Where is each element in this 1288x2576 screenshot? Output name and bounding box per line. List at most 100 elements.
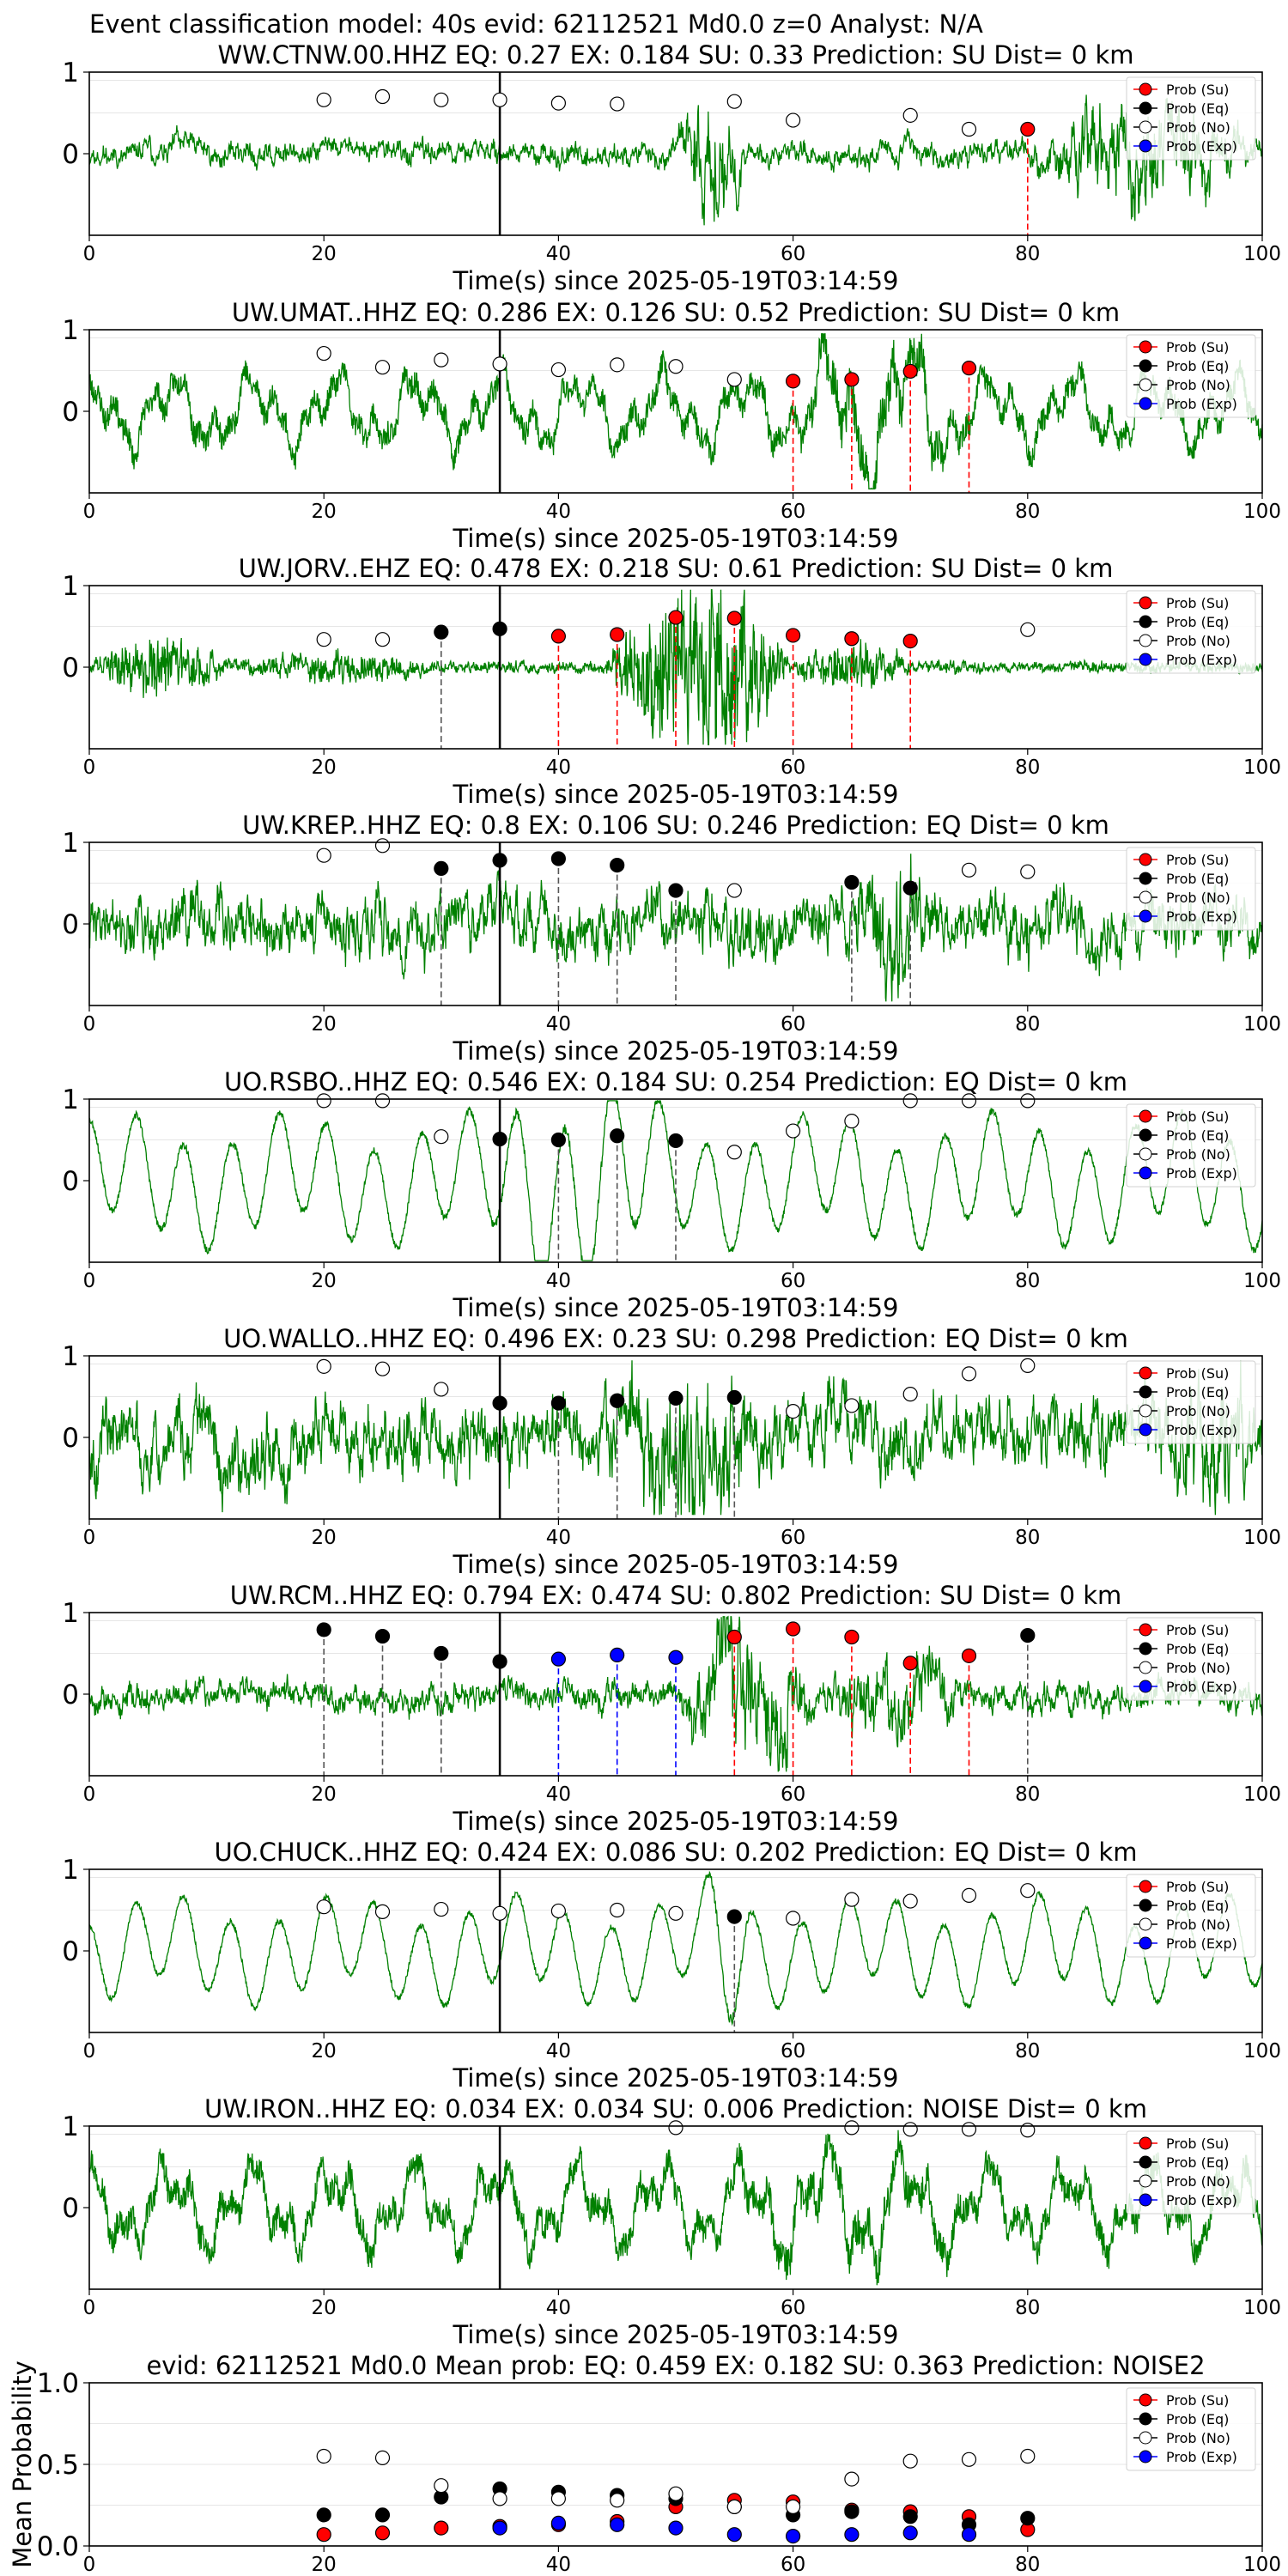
legend-label: Prob (No) (1166, 1660, 1230, 1676)
mean-prob-point-su (434, 2520, 449, 2536)
legend: Prob (Su) Prob (Eq) Prob (No) Prob (Exp) (1126, 334, 1256, 418)
x-tick-label: 60 (781, 1013, 805, 1036)
legend-label: Prob (Exp) (1166, 1422, 1237, 1438)
mean-prob-point-no (1020, 2448, 1036, 2464)
panel-title: UO.CHUCK..HHZ EQ: 0.424 EX: 0.086 SU: 0.… (215, 1838, 1138, 1867)
legend-marker (1139, 1404, 1152, 1418)
mean-prob-point-exp (610, 2517, 625, 2532)
legend-marker (1139, 101, 1152, 115)
x-tick-label: 40 (546, 2040, 571, 2063)
mean-prob-point-exp (902, 2525, 918, 2541)
mean-prob-point-no (726, 2499, 742, 2514)
legend-marker (1139, 1128, 1152, 1142)
legend-label: Prob (Eq) (1166, 2411, 1229, 2427)
y-tick-label: 0 (62, 1936, 79, 1967)
prob-marker-no (434, 1901, 449, 1917)
prob-marker-no (726, 94, 742, 109)
legend-label: Prob (Su) (1166, 852, 1229, 868)
prob-marker-no (316, 632, 331, 647)
prob-marker-no (726, 372, 742, 387)
x-tick-label: 40 (546, 756, 571, 779)
legend-marker (1139, 120, 1152, 134)
legend: Prob (Su) Prob (Eq) Prob (No) Prob (Exp) (1126, 1360, 1256, 1444)
prob-marker-eq (374, 1628, 391, 1644)
prob-marker-no (961, 121, 977, 137)
prob-marker-eq (492, 1654, 507, 1669)
x-tick-label: 80 (1015, 501, 1040, 523)
x-tick-label: 0 (83, 1527, 96, 1549)
x-tick-label: 40 (546, 2297, 571, 2319)
prob-marker-eq (610, 1128, 625, 1144)
x-tick-label: 0 (83, 756, 96, 779)
legend-marker (1139, 2155, 1152, 2169)
y-tick-label: 1 (62, 1855, 79, 1886)
prob-marker-su (726, 1629, 742, 1645)
legend-marker (1139, 634, 1152, 647)
axes-frame (88, 1868, 1263, 2033)
legend-box (1126, 2387, 1256, 2471)
prob-marker-no (844, 1114, 860, 1129)
chart-panel: UO.CHUCK..HHZ EQ: 0.424 EX: 0.086 SU: 0.… (62, 1838, 1281, 2093)
mean-prob-point-no (434, 2478, 449, 2494)
prob-marker-no (374, 1904, 391, 1919)
chart-panel: UO.RSBO..HHZ EQ: 0.546 EX: 0.184 SU: 0.2… (62, 1067, 1281, 1322)
prob-marker-no (785, 1123, 801, 1139)
x-tick-label: 80 (1015, 2040, 1040, 2063)
x-axis-label: Time(s) since 2025-05-19T03:14:59 (453, 2063, 899, 2093)
mean-prob-point-eq (902, 2509, 918, 2524)
x-tick-label: 0 (83, 2554, 96, 2576)
x-axis-label: Time(s) since 2025-05-19T03:14:59 (453, 1807, 899, 1836)
prob-marker-eq (1020, 1627, 1036, 1643)
legend-label: Prob (Exp) (1166, 1935, 1237, 1952)
axes-frame (88, 1612, 1263, 1777)
axes-frame (88, 1098, 1263, 1263)
prob-marker-su (902, 1656, 918, 1671)
prob-marker-no (726, 883, 742, 898)
legend-label: Prob (Eq) (1166, 358, 1229, 374)
y-tick-label: 1 (62, 571, 79, 602)
prob-marker-eq (316, 1622, 331, 1637)
legend-label: Prob (Eq) (1166, 100, 1229, 117)
prob-marker-no (550, 361, 567, 378)
prob-marker-no (316, 92, 331, 107)
prob-marker-no (961, 2122, 977, 2137)
legend-label: Prob (No) (1166, 377, 1230, 393)
legend-label: Prob (Su) (1166, 595, 1229, 611)
prob-marker-no (961, 1093, 977, 1109)
legend-label: Prob (Su) (1166, 1365, 1229, 1382)
chart-panel: UW.UMAT..HHZ EQ: 0.286 EX: 0.126 SU: 0.5… (62, 298, 1281, 553)
x-tick-label: 80 (1015, 2554, 1040, 2576)
legend: Prob (Su) Prob (Eq) Prob (No) Prob (Exp) (1126, 590, 1256, 674)
x-tick-label: 100 (1243, 501, 1281, 523)
x-tick-label: 20 (312, 243, 337, 265)
x-tick-label: 60 (781, 1270, 805, 1292)
axes-frame (88, 2382, 1263, 2547)
y-tick-label: 0 (62, 1166, 79, 1197)
mean-prob-point-no (961, 2451, 977, 2467)
x-tick-label: 100 (1243, 2040, 1281, 2063)
panel-title: UW.JORV..EHZ EQ: 0.478 EX: 0.218 SU: 0.6… (239, 554, 1114, 583)
x-tick-label: 20 (312, 2040, 337, 2063)
legend: Prob (Su) Prob (Eq) Prob (No) Prob (Exp) (1126, 76, 1256, 161)
y-tick-label: 0.0 (37, 2531, 79, 2562)
axes-frame (88, 841, 1263, 1006)
x-tick-label: 60 (781, 2297, 805, 2319)
y-tick-label: 1 (62, 2111, 79, 2142)
waveform (88, 1099, 1263, 1261)
x-tick-label: 40 (546, 1783, 571, 1806)
prob-marker-no (374, 1361, 391, 1376)
y-tick-label: 0 (62, 653, 79, 683)
x-tick-label: 0 (83, 2040, 96, 2063)
chart-panel: UO.WALLO..HHZ EQ: 0.496 EX: 0.23 SU: 0.2… (62, 1324, 1281, 1579)
legend-marker (1139, 2450, 1152, 2464)
legend-marker (1139, 872, 1152, 885)
x-tick-label: 100 (1243, 1013, 1281, 1036)
legend-marker (1139, 1661, 1152, 1674)
legend-label: Prob (Eq) (1166, 871, 1229, 887)
mean-prob-point-eq (844, 2504, 860, 2519)
prob-marker-eq (434, 1645, 449, 1662)
x-tick-label: 20 (312, 1013, 337, 1036)
legend-marker (1139, 1936, 1152, 1950)
prob-marker-no (434, 352, 449, 368)
legend-label: Prob (Su) (1166, 339, 1229, 355)
